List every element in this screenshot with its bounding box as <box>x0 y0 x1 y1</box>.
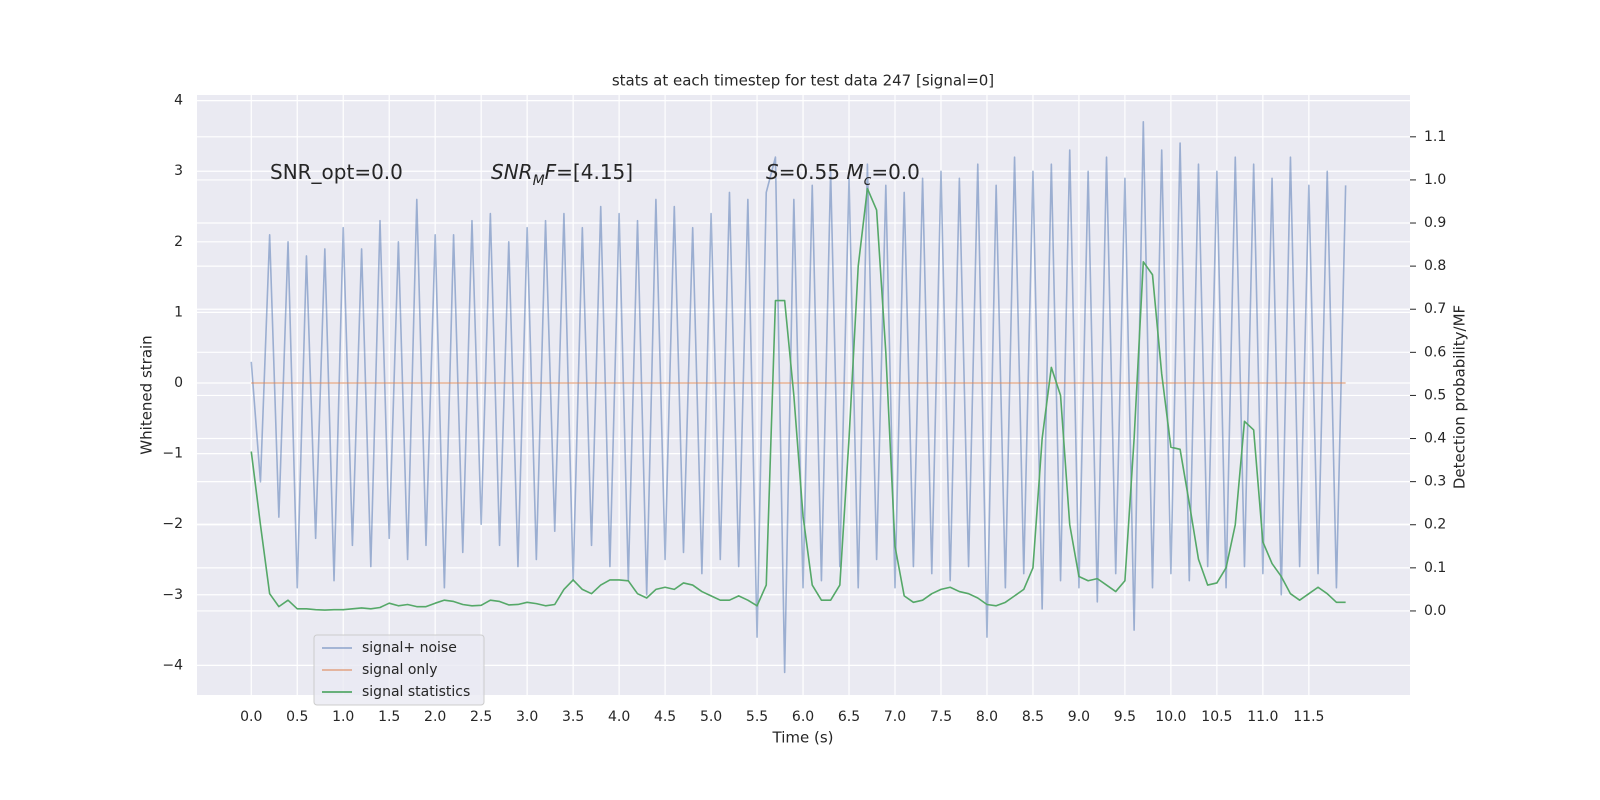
y-tick-label: 3 <box>174 163 183 179</box>
x-axis-label: Time (s) <box>772 729 834 747</box>
y-tick-label: 4 <box>174 93 183 109</box>
y-tick-label: −3 <box>162 587 183 603</box>
y-tick-label: −1 <box>162 446 183 462</box>
x-tick-label: 1.0 <box>332 709 354 725</box>
annotation-part: =[4.15] <box>556 160 633 184</box>
x-tick-label: 9.0 <box>1068 709 1090 725</box>
series-line <box>250 187 1346 611</box>
y2-tick-label: 0.9 <box>1424 215 1446 231</box>
y-tick-label: −2 <box>162 516 183 532</box>
y2-axis-label: Detection probability/MF <box>1451 305 1469 489</box>
annotation: SNRMF=[4.15] <box>491 160 633 190</box>
x-tick-label: 11.0 <box>1247 709 1278 725</box>
annotation-part: M <box>846 160 863 184</box>
y-tick-label: 2 <box>174 234 183 250</box>
legend-box <box>313 634 485 706</box>
y2-tick-label: 1.1 <box>1424 129 1446 145</box>
legend: signal+ noise signal only signal statistic… <box>313 634 485 706</box>
y-tick-label: −4 <box>162 657 183 673</box>
x-tick-label: 6.5 <box>838 709 860 725</box>
y2-tick-label: 1.0 <box>1424 172 1446 188</box>
annotation-part: SNR <box>491 160 533 184</box>
x-tick-label: 1.5 <box>378 709 400 725</box>
y2-tick-label: 0.0 <box>1424 603 1446 619</box>
legend-label: signal statistics <box>362 684 470 700</box>
annotation-part: S <box>766 160 779 184</box>
x-tick-label: 10.0 <box>1155 709 1186 725</box>
y2-tick-label: 0.7 <box>1424 301 1446 317</box>
x-tick-label: 3.0 <box>516 709 538 725</box>
annotation-part: =0.55 <box>779 160 847 184</box>
y-tick-label: 0 <box>174 375 183 391</box>
y2-tick-label: 0.2 <box>1424 517 1446 533</box>
x-tick-label: 5.0 <box>700 709 722 725</box>
x-tick-label: 2.0 <box>424 709 446 725</box>
x-tick-label: 0.0 <box>240 709 262 725</box>
x-tick-label: 0.5 <box>286 709 308 725</box>
annotation: SNR_opt=0.0 <box>270 160 403 184</box>
annotation-part: =0.0 <box>871 160 920 184</box>
x-tick-label: 4.5 <box>654 709 676 725</box>
y2-tick-label: 0.6 <box>1424 344 1446 360</box>
legend-label: signal+ noise <box>362 640 457 656</box>
y2-tick-label: 0.1 <box>1424 560 1446 576</box>
x-tick-label: 3.5 <box>562 709 584 725</box>
y-tick-label: 1 <box>174 304 183 320</box>
x-tick-label: 10.5 <box>1201 709 1232 725</box>
x-tick-label: 9.5 <box>1114 709 1136 725</box>
annotation: S=0.55 Mc=0.0 <box>766 160 920 190</box>
x-tick-label: 8.5 <box>1022 709 1044 725</box>
y-axis-label: Whitened strain <box>138 335 156 454</box>
x-tick-label: 6.0 <box>792 709 814 725</box>
annotation-part: SNR_opt=0.0 <box>270 160 403 184</box>
x-tick-label: 8.0 <box>976 709 998 725</box>
x-tick-label: 7.5 <box>930 709 952 725</box>
series-line <box>250 121 1347 674</box>
y2-tick-label: 0.3 <box>1424 474 1446 490</box>
x-tick-label: 11.5 <box>1293 709 1324 725</box>
x-tick-label: 2.5 <box>470 709 492 725</box>
x-tick-label: 4.0 <box>608 709 630 725</box>
x-tick-label: 5.5 <box>746 709 768 725</box>
y2-tick-label: 0.4 <box>1424 431 1446 447</box>
chart-title: stats at each timestep for test data 247… <box>612 72 994 90</box>
annotation-part: M <box>533 173 545 189</box>
x-tick-label: 7.0 <box>884 709 906 725</box>
legend-label: signal only <box>362 662 437 678</box>
y2-tick-label: 0.8 <box>1424 258 1446 274</box>
annotation-part: F <box>545 160 557 184</box>
annotation-part: c <box>864 173 872 189</box>
y2-tick-label: 0.5 <box>1424 387 1446 403</box>
